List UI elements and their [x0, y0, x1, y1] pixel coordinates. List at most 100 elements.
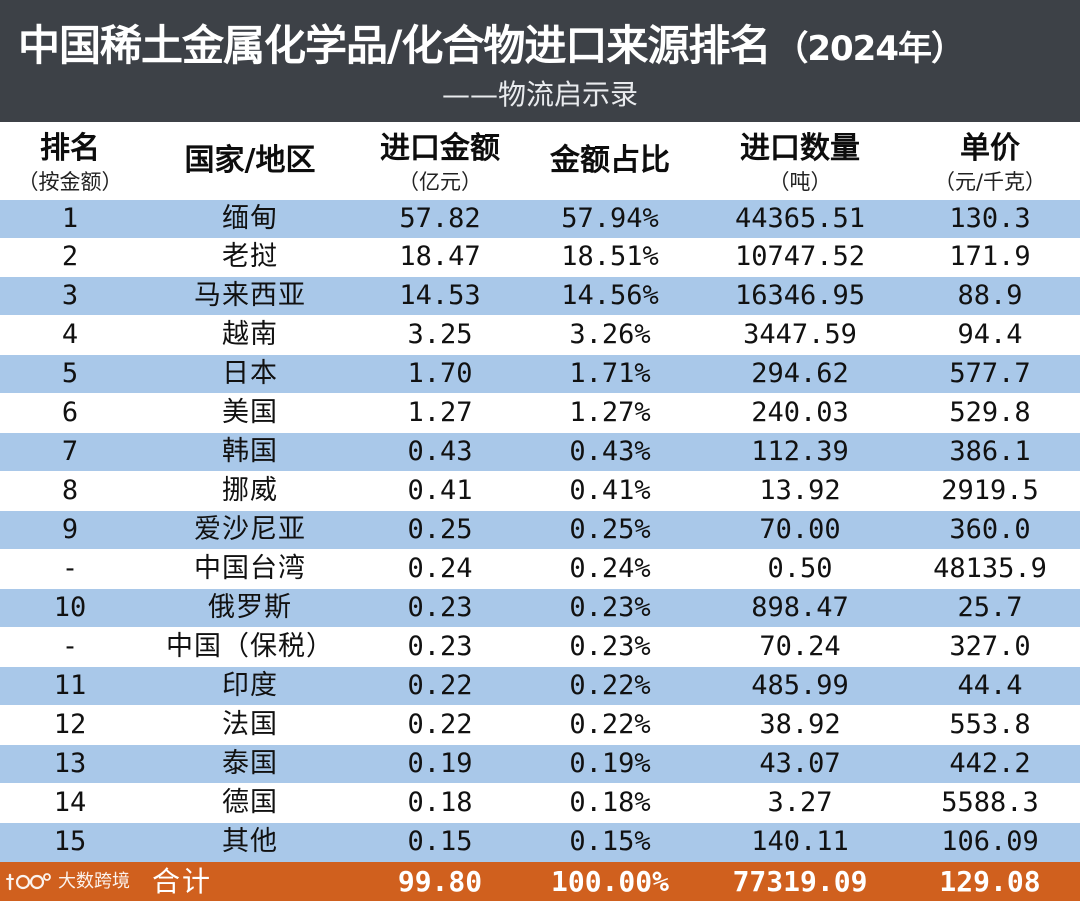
cell-amount: 0.23 — [407, 592, 473, 623]
cell-qty: 0.50 — [767, 553, 833, 584]
cell-price: 94.4 — [957, 319, 1023, 350]
cell-price: 25.7 — [957, 592, 1023, 623]
total-share: 100.00% — [550, 865, 669, 898]
cell-share: 0.18% — [569, 787, 651, 818]
title-year: （2024年） — [774, 29, 965, 69]
cell-price: 44.4 — [957, 670, 1023, 701]
cell-price: 529.8 — [949, 397, 1031, 428]
header-rank-sub: （按金额） — [17, 170, 123, 194]
cell-amount: 3.25 — [407, 319, 473, 350]
cell-country: 老挝 — [222, 241, 278, 272]
cell-rank: 6 — [61, 397, 79, 428]
cell-price: 5588.3 — [941, 787, 1039, 818]
cell-country: 法国 — [222, 709, 278, 740]
cell-share: 57.94% — [561, 203, 659, 234]
header-amount-sub: （亿元） — [398, 170, 482, 194]
cell-price: 577.7 — [949, 358, 1031, 389]
cell-country: 挪威 — [222, 475, 278, 506]
cell-country: 爱沙尼亚 — [194, 514, 306, 545]
cell-price: 171.9 — [949, 241, 1031, 272]
cell-price: 130.3 — [949, 203, 1031, 234]
cell-qty: 294.62 — [751, 358, 849, 389]
title-main: 中国稀土金属化学品/化合物进口来源排名 — [18, 21, 771, 70]
cell-country: 中国台湾 — [194, 553, 306, 584]
header-country: 国家/地区 — [140, 122, 360, 200]
table-row: 3 马来西亚 14.53 14.56% 16346.95 88.9 — [0, 277, 1080, 315]
cell-qty: 485.99 — [751, 670, 849, 701]
header-share: 金额占比 — [520, 122, 700, 200]
cell-amount: 0.41 — [407, 475, 473, 506]
cell-rank: 14 — [53, 787, 87, 818]
total-price: 129.08 — [939, 865, 1041, 898]
table-row: 4 越南 3.25 3.26% 3447.59 94.4 — [0, 316, 1080, 354]
cell-amount: 18.47 — [399, 241, 481, 272]
cell-qty: 898.47 — [751, 592, 849, 623]
cell-price: 360.0 — [949, 514, 1031, 545]
cell-share: 14.56% — [561, 280, 659, 311]
table-row: 5 日本 1.70 1.71% 294.62 577.7 — [0, 355, 1080, 393]
cell-rank: 4 — [61, 319, 79, 350]
cell-country: 韩国 — [222, 436, 278, 467]
table-row: 9 爱沙尼亚 0.25 0.25% 70.00 360.0 — [0, 511, 1080, 549]
header-share-label: 金额占比 — [550, 143, 670, 178]
table-body: 1 缅甸 57.82 57.94% 44365.51 130.3 2 老挝 18… — [0, 200, 1080, 862]
header-country-label: 国家/地区 — [184, 143, 316, 178]
cell-amount: 0.43 — [407, 436, 473, 467]
watermark: 大数跨境 — [6, 862, 156, 901]
header-qty: 进口数量 （吨） — [700, 122, 900, 200]
header-rank: 排名 （按金额） — [0, 122, 140, 200]
table-row: - 中国台湾 0.24 0.24% 0.50 48135.9 — [0, 550, 1080, 588]
cell-country: 美国 — [222, 397, 278, 428]
cell-amount: 0.22 — [407, 670, 473, 701]
cell-amount: 0.23 — [407, 631, 473, 662]
page-title: 中国稀土金属化学品/化合物进口来源排名 （2024年） — [18, 16, 1068, 76]
cell-country: 德国 — [222, 787, 278, 818]
cell-qty: 112.39 — [751, 436, 849, 467]
cell-share: 3.26% — [569, 319, 651, 350]
cell-share: 1.71% — [569, 358, 651, 389]
table-header: 排名 （按金额） 国家/地区 进口金额 （亿元） 金额占比 进口数量 （吨） 单… — [0, 122, 1080, 200]
cell-rank: 3 — [61, 280, 79, 311]
table-row: 12 法国 0.22 0.22% 38.92 553.8 — [0, 706, 1080, 744]
table-row: 1 缅甸 57.82 57.94% 44365.51 130.3 — [0, 200, 1080, 238]
cell-share: 0.15% — [569, 826, 651, 857]
table-row: 14 德国 0.18 0.18% 3.27 5588.3 — [0, 784, 1080, 822]
cell-share: 0.43% — [569, 436, 651, 467]
table-row: 7 韩国 0.43 0.43% 112.39 386.1 — [0, 433, 1080, 471]
total-qty: 77319.09 — [732, 865, 868, 898]
cell-rank: 11 — [53, 670, 87, 701]
total-row: 合计 99.80 100.00% 77319.09 129.08 — [0, 862, 1080, 901]
cell-rank: 8 — [61, 475, 79, 506]
table-row: 15 其他 0.15 0.15% 140.11 106.09 — [0, 823, 1080, 862]
cell-qty: 240.03 — [751, 397, 849, 428]
cell-share: 0.41% — [569, 475, 651, 506]
table-row: 8 挪威 0.41 0.41% 13.92 2919.5 — [0, 472, 1080, 510]
cell-amount: 0.18 — [407, 787, 473, 818]
cell-qty: 44365.51 — [734, 203, 866, 234]
cell-share: 0.22% — [569, 670, 651, 701]
cell-qty: 16346.95 — [734, 280, 866, 311]
header-qty-sub: （吨） — [768, 170, 832, 194]
cell-share: 0.22% — [569, 709, 651, 740]
table-row: 10 俄罗斯 0.23 0.23% 898.47 25.7 — [0, 589, 1080, 627]
cell-qty: 3.27 — [767, 787, 833, 818]
cell-rank: 5 — [61, 358, 79, 389]
cell-price: 88.9 — [957, 280, 1023, 311]
cell-amount: 14.53 — [399, 280, 481, 311]
cell-share: 0.25% — [569, 514, 651, 545]
cell-qty: 43.07 — [759, 748, 841, 779]
cell-country: 缅甸 — [222, 203, 278, 234]
cell-amount: 0.22 — [407, 709, 473, 740]
header-amount-label: 进口金额 — [380, 131, 500, 166]
cell-rank: 2 — [61, 241, 79, 272]
cell-country: 日本 — [222, 358, 278, 389]
cell-country: 印度 — [222, 670, 278, 701]
cell-share: 0.23% — [569, 631, 651, 662]
cell-share: 0.19% — [569, 748, 651, 779]
total-label: 合计 — [152, 865, 213, 898]
cell-price: 442.2 — [949, 748, 1031, 779]
cell-qty: 13.92 — [759, 475, 841, 506]
cell-amount: 0.24 — [407, 553, 473, 584]
table-row: 11 印度 0.22 0.22% 485.99 44.4 — [0, 667, 1080, 705]
